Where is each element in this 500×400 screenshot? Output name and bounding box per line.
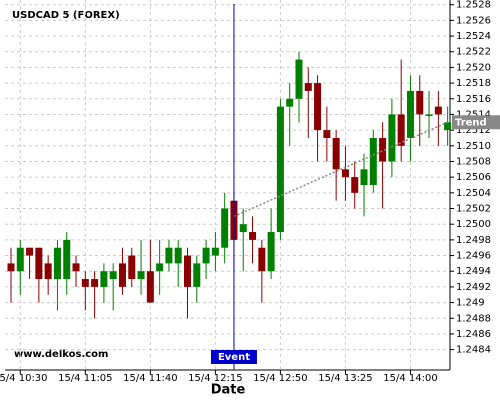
candle-body (369, 137, 377, 185)
y-tick-label: 1.2512 (456, 125, 491, 136)
x-tick-label: 15/4 10:30 (0, 373, 48, 384)
candle-body (425, 114, 433, 116)
y-tick-label: 1.249 (456, 298, 485, 309)
candle-body (276, 106, 284, 233)
candle-body (304, 83, 312, 91)
event-label: Event (218, 352, 250, 363)
y-tick-label: 1.2500 (456, 219, 491, 230)
candle-body (434, 106, 442, 115)
candle-body (174, 247, 182, 264)
candle-body (91, 279, 99, 287)
candle-body (193, 263, 201, 287)
y-tick-label: 1.2516 (456, 94, 491, 105)
watermark: www.delkos.com (14, 349, 108, 360)
y-tick-label: 1.2494 (456, 266, 491, 277)
y-tick-label: 1.2510 (456, 141, 491, 152)
y-tick-label: 1.2486 (456, 329, 491, 340)
x-tick-label: 15/4 11:40 (123, 373, 177, 384)
candle-body (7, 263, 15, 272)
candle-body (100, 271, 108, 287)
candle-body (156, 263, 164, 272)
candle-body (249, 232, 257, 240)
x-tick-label: 15/4 12:15 (188, 373, 242, 384)
x-tick-label: 15/4 14:00 (383, 373, 437, 384)
candle-body (184, 255, 192, 287)
y-tick-label: 1.2526 (456, 15, 491, 26)
y-tick-label: 1.2496 (456, 251, 491, 262)
candle-body (53, 247, 61, 280)
candle-body (314, 83, 322, 131)
x-axis-label: Date (211, 383, 246, 398)
candle-body (323, 130, 331, 138)
y-tick-label: 1.2514 (456, 109, 491, 120)
candle-body (258, 247, 266, 272)
candle-body (379, 137, 387, 162)
candle-body (444, 122, 452, 131)
candle-body (128, 255, 136, 280)
y-tick-label: 1.2520 (456, 62, 491, 73)
y-tick-label: 1.2484 (456, 345, 491, 356)
candle-body (35, 247, 43, 280)
candle-body (165, 247, 173, 264)
candle-body (351, 177, 359, 193)
candle-body (211, 247, 219, 256)
y-tick-label: 1.2518 (456, 78, 491, 89)
candle-body (146, 271, 154, 303)
candle-body (406, 90, 414, 138)
y-tick-label: 1.2508 (456, 156, 491, 167)
trend-label-box (452, 115, 500, 130)
y-tick-label: 1.2498 (456, 235, 491, 246)
candle-body (332, 137, 340, 170)
trend-line (233, 121, 448, 218)
candle-body (239, 224, 247, 233)
candle-body (388, 114, 396, 162)
candle-body (202, 247, 210, 264)
candle-body (397, 114, 405, 146)
candle-body (286, 98, 294, 107)
candle-body (72, 263, 80, 272)
candle-body (221, 208, 229, 248)
candle-body (341, 169, 349, 178)
chart-title: USDCAD 5 (FOREX) (12, 10, 120, 21)
candle-body (44, 263, 52, 280)
y-tick-label: 1.2506 (456, 172, 491, 183)
candle-body (360, 169, 368, 185)
candle-body (416, 90, 424, 115)
candle-body (267, 232, 275, 272)
y-tick-label: 1.2504 (456, 188, 491, 199)
y-tick-label: 1.2522 (456, 47, 491, 58)
y-tick-label: 1.2492 (456, 282, 491, 293)
x-tick-label: 15/4 11:05 (58, 373, 112, 384)
y-tick-label: 1.2524 (456, 31, 491, 42)
candle-body (63, 239, 71, 280)
y-tick-label: 1.2502 (456, 204, 491, 215)
trend-label: Trend (455, 117, 487, 128)
y-tick-label: 1.2488 (456, 313, 491, 324)
x-tick-label: 15/4 12:50 (253, 373, 307, 384)
candle-body (109, 271, 117, 280)
event-label-box (210, 350, 257, 364)
candle-body (295, 59, 303, 99)
y-tick-label: 1.2528 (456, 0, 491, 11)
candle-body (81, 279, 89, 287)
candle-body (118, 263, 126, 287)
candle-body (16, 247, 24, 272)
candle-body (137, 271, 145, 280)
candle-body (26, 247, 34, 256)
x-tick-label: 15/4 13:25 (318, 373, 372, 384)
